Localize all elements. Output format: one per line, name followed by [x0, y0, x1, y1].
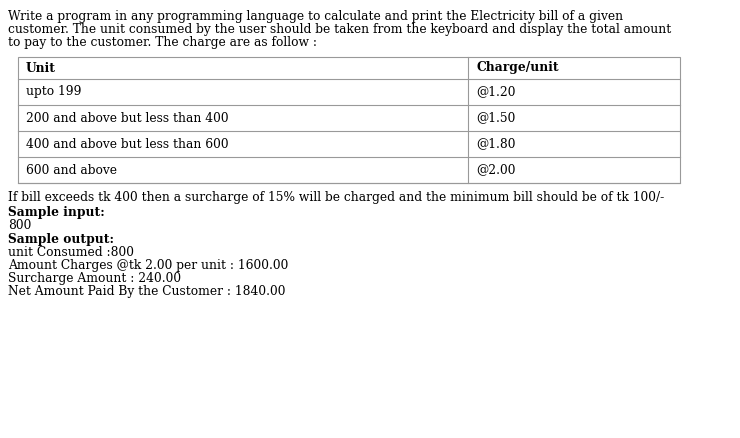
Text: Charge/unit: Charge/unit: [476, 61, 559, 74]
Text: 200 and above but less than 400: 200 and above but less than 400: [26, 112, 229, 124]
Text: Amount Charges @tk 2.00 per unit : 1600.00: Amount Charges @tk 2.00 per unit : 1600.…: [8, 259, 289, 272]
Text: Surcharge Amount : 240.00: Surcharge Amount : 240.00: [8, 272, 181, 285]
Text: @2.00: @2.00: [476, 163, 516, 177]
Text: Net Amount Paid By the Customer : 1840.00: Net Amount Paid By the Customer : 1840.0…: [8, 285, 286, 298]
Text: If bill exceeds tk 400 then a surcharge of 15% will be charged and the minimum b: If bill exceeds tk 400 then a surcharge …: [8, 191, 665, 204]
Text: Write a program in any programming language to calculate and print the Electrici: Write a program in any programming langu…: [8, 10, 623, 23]
Text: 400 and above but less than 600: 400 and above but less than 600: [26, 138, 229, 151]
Text: @1.20: @1.20: [476, 85, 516, 99]
Text: upto 199: upto 199: [26, 85, 81, 99]
Text: @1.50: @1.50: [476, 112, 516, 124]
Text: Sample output:: Sample output:: [8, 233, 114, 246]
Text: to pay to the customer. The charge are as follow :: to pay to the customer. The charge are a…: [8, 36, 317, 49]
Text: 800: 800: [8, 219, 31, 232]
Text: @1.80: @1.80: [476, 138, 516, 151]
Text: Unit: Unit: [26, 61, 56, 74]
Text: 600 and above: 600 and above: [26, 163, 117, 177]
Text: Sample input:: Sample input:: [8, 206, 105, 219]
Text: customer. The unit consumed by the user should be taken from the keyboard and di: customer. The unit consumed by the user …: [8, 23, 671, 36]
Bar: [18, 57, 680, 183]
Text: unit Consumed :800: unit Consumed :800: [8, 246, 134, 259]
